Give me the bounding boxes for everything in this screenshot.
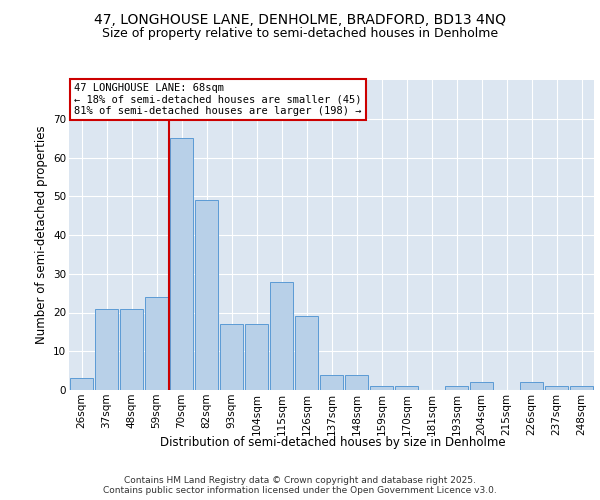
Bar bbox=[370, 386, 393, 390]
Bar bbox=[245, 324, 268, 390]
Bar bbox=[470, 382, 493, 390]
Bar bbox=[220, 324, 243, 390]
Bar bbox=[395, 386, 418, 390]
Bar bbox=[270, 282, 293, 390]
Text: 47, LONGHOUSE LANE, DENHOLME, BRADFORD, BD13 4NQ: 47, LONGHOUSE LANE, DENHOLME, BRADFORD, … bbox=[94, 12, 506, 26]
Text: 47 LONGHOUSE LANE: 68sqm
← 18% of semi-detached houses are smaller (45)
81% of s: 47 LONGHOUSE LANE: 68sqm ← 18% of semi-d… bbox=[74, 83, 362, 116]
Bar bbox=[545, 386, 568, 390]
Bar bbox=[195, 200, 218, 390]
Bar bbox=[70, 378, 93, 390]
Text: Distribution of semi-detached houses by size in Denholme: Distribution of semi-detached houses by … bbox=[160, 436, 506, 449]
Bar bbox=[520, 382, 543, 390]
Bar bbox=[295, 316, 318, 390]
Bar bbox=[95, 308, 118, 390]
Text: Size of property relative to semi-detached houses in Denholme: Size of property relative to semi-detach… bbox=[102, 28, 498, 40]
Bar bbox=[570, 386, 593, 390]
Text: Contains HM Land Registry data © Crown copyright and database right 2025.
Contai: Contains HM Land Registry data © Crown c… bbox=[103, 476, 497, 495]
Bar bbox=[120, 308, 143, 390]
Bar bbox=[170, 138, 193, 390]
Bar bbox=[345, 374, 368, 390]
Y-axis label: Number of semi-detached properties: Number of semi-detached properties bbox=[35, 126, 47, 344]
Bar bbox=[445, 386, 468, 390]
Bar bbox=[320, 374, 343, 390]
Bar bbox=[145, 297, 168, 390]
